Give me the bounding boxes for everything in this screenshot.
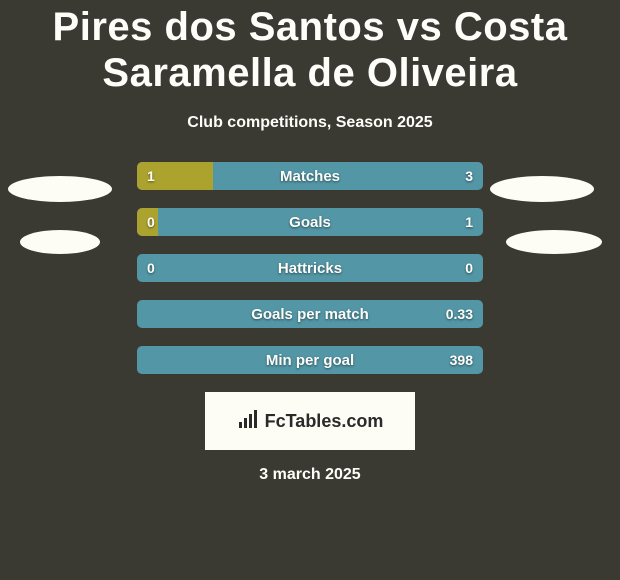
stat-bar-label: Hattricks	[137, 254, 483, 282]
page-title: Pires dos Santos vs Costa Saramella de O…	[0, 0, 620, 96]
stat-bar: Goals0 1	[137, 208, 483, 236]
player-left-ellipse-2	[20, 230, 100, 254]
stat-bar-left-value: 1	[147, 162, 155, 190]
stat-bar: Matches1 3	[137, 162, 483, 190]
stat-bar-label: Matches	[137, 162, 483, 190]
player-right-ellipse-2	[506, 230, 602, 254]
date-text: 3 march 2025	[0, 466, 620, 484]
stat-bars: Matches13Goals01Hattricks00Goals per mat…	[137, 162, 483, 374]
stat-bar-right-value: 1	[465, 208, 473, 236]
stat-bar-label: Min per goal	[137, 346, 483, 374]
logo-box: FcTables.com	[205, 392, 415, 450]
stat-bar-left-value: 0	[147, 254, 155, 282]
stat-bar-right-value: 398	[450, 346, 473, 374]
logo-text: FcTables.com	[265, 411, 384, 432]
player-left-ellipse-1	[8, 176, 112, 202]
stat-bar-label: Goals	[137, 208, 483, 236]
stat-bar: Hattricks0 0	[137, 254, 483, 282]
stat-bar-left-value: 0	[147, 208, 155, 236]
bars-icon	[237, 408, 259, 435]
comparison-infographic: Pires dos Santos vs Costa Saramella de O…	[0, 0, 620, 580]
stat-bar: Min per goal398	[137, 346, 483, 374]
subtitle: Club competitions, Season 2025	[0, 114, 620, 132]
stat-bar: Goals per match0.33	[137, 300, 483, 328]
stat-bar-right-value: 0.33	[446, 300, 473, 328]
player-right-ellipse-1	[490, 176, 594, 202]
stat-bar-label: Goals per match	[137, 300, 483, 328]
stat-bar-right-value: 3	[465, 162, 473, 190]
stat-bar-right-value: 0	[465, 254, 473, 282]
